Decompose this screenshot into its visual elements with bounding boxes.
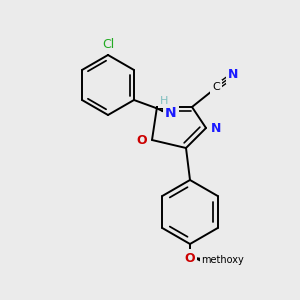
Text: Cl: Cl bbox=[102, 38, 114, 52]
Text: methoxy: methoxy bbox=[202, 255, 244, 265]
Text: N: N bbox=[165, 106, 177, 120]
Text: O: O bbox=[185, 251, 195, 265]
Text: C: C bbox=[212, 82, 220, 92]
Text: O: O bbox=[137, 134, 147, 146]
Text: N: N bbox=[228, 68, 238, 82]
Text: N: N bbox=[211, 122, 221, 134]
Text: H: H bbox=[160, 96, 168, 106]
